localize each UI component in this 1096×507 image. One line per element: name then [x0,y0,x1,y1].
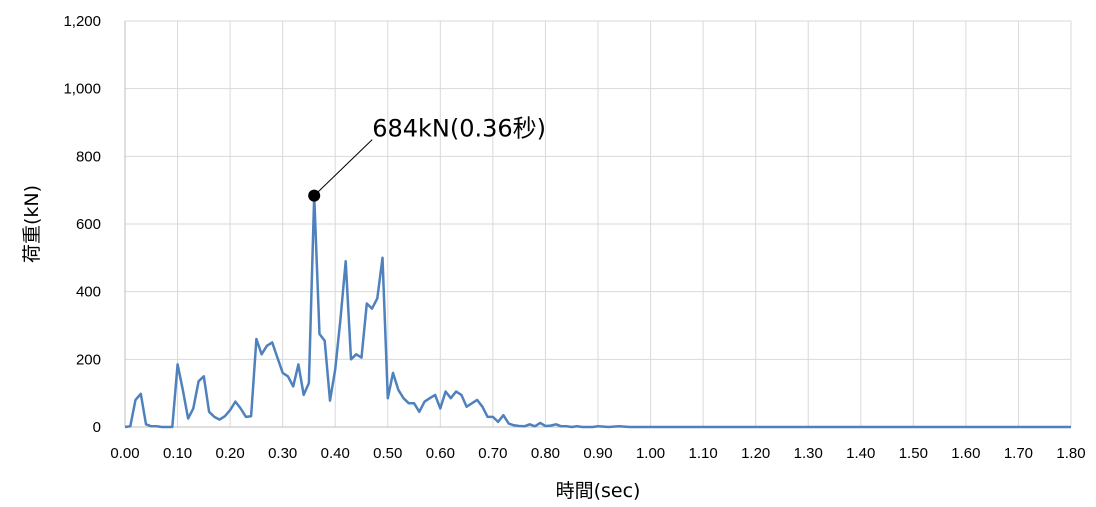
y-tick-label: 600 [76,216,101,233]
x-tick-label: 1.30 [794,445,823,462]
x-axis-title: 時間(sec) [556,480,641,502]
y-axis-title: 荷重(kN) [21,185,43,263]
x-tick-label: 0.50 [373,445,402,462]
annotation-leader-line [313,139,373,196]
series-layer [124,194,1071,429]
peak-annotation-label: 684kN(0.36秒) [372,115,546,143]
x-tick-label: 1.50 [899,445,928,462]
x-tick-label: 0.80 [531,445,560,462]
y-tick-label: 1,200 [63,13,101,30]
x-tick-label: 1.80 [1056,445,1085,462]
x-tick-label: 1.40 [846,445,875,462]
peak-marker [308,189,321,202]
y-tick-label: 400 [76,284,101,301]
x-tick-label: 0.10 [163,445,192,462]
gridlines [125,20,1072,427]
x-tick-label: 1.20 [741,445,770,462]
x-tick-label: 1.60 [951,445,980,462]
x-tick-label: 0.20 [216,445,245,462]
x-tick-label: 0.40 [321,445,350,462]
series-line [124,194,1071,429]
x-tick-label: 0.00 [110,445,139,462]
x-tick-label: 0.90 [583,445,612,462]
y-tick-labels: 0 200 400 600 800 1,000 1,200 [63,13,101,436]
x-tick-label: 0.60 [426,445,455,462]
x-tick-label: 1.10 [689,445,718,462]
annotation-layer: 684kN(0.36秒) [308,115,546,202]
y-tick-label: 1,000 [63,81,101,98]
y-tick-label: 0 [93,419,101,436]
x-tick-label: 1.00 [636,445,665,462]
y-tick-label: 800 [76,148,101,165]
x-tick-label: 0.30 [268,445,297,462]
x-tick-label: 1.70 [1004,445,1033,462]
y-tick-label: 200 [76,351,101,368]
x-tick-labels: 0.00 0.10 0.20 0.30 0.40 0.50 0.60 0.70 0.80 0.90… [110,445,1085,462]
x-tick-label: 0.70 [478,445,507,462]
